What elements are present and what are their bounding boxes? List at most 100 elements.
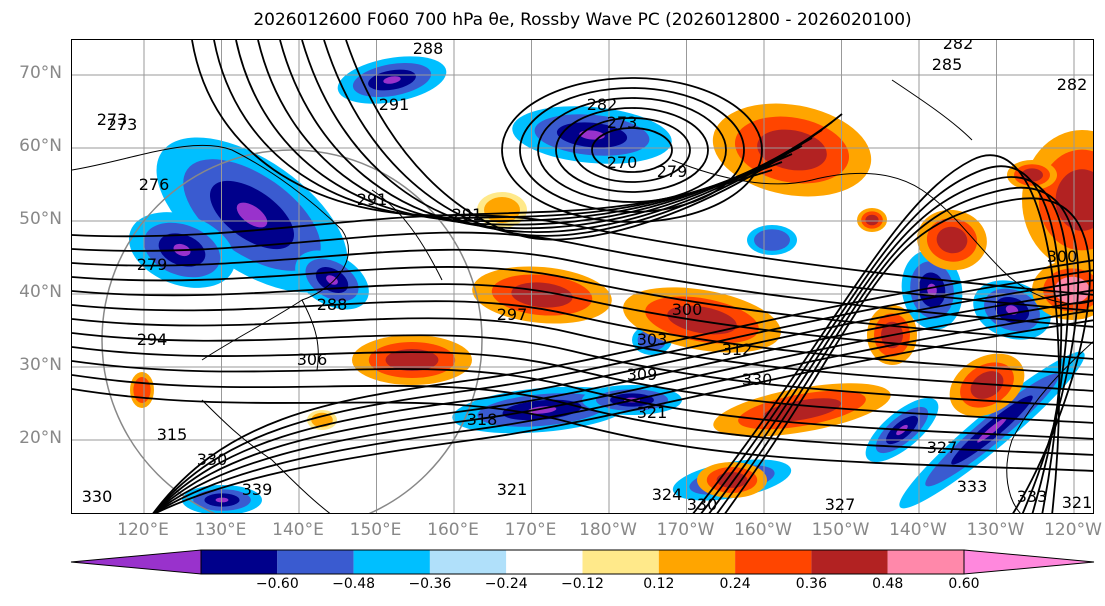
lon-label: 130°E (194, 520, 247, 540)
colorbar-segment (811, 550, 888, 574)
contour-line (153, 299, 1093, 513)
contour-label: 309 (627, 365, 658, 384)
graticule (72, 40, 1093, 513)
anomaly-area (936, 226, 968, 254)
colorbar-segment (429, 550, 507, 574)
contour-line (72, 317, 1093, 392)
contour-label: 318 (467, 410, 498, 429)
lat-label: 40°N (19, 282, 62, 302)
colorbar-segment (506, 550, 583, 574)
colorbar-extend-max (963, 549, 1095, 575)
theta-e-contours (72, 40, 1093, 513)
contour-line (72, 346, 1093, 424)
anomaly-area (1054, 276, 1090, 304)
contour-label: 291 (452, 205, 483, 224)
contour-line (279, 40, 813, 230)
colorbar-segment (887, 550, 964, 574)
contour-line (345, 40, 843, 241)
lat-label: 70°N (19, 63, 62, 83)
colorbar-tick-label: −0.12 (561, 576, 604, 592)
anomaly-fill-layer (128, 56, 1093, 513)
contour-label: 300 (672, 300, 703, 319)
contour-label: 315 (157, 425, 188, 444)
coastline (891, 79, 973, 141)
coastlines (72, 79, 1093, 513)
contour-label: 339 (242, 480, 273, 499)
colorbar-extend-min (70, 549, 202, 575)
anomaly-area (865, 214, 879, 226)
coastline (72, 144, 349, 361)
colorbar-tick-label: −0.60 (255, 576, 299, 592)
contour-label: 273 (97, 110, 128, 129)
contour-line (573, 117, 691, 183)
map-canvas: 288 2822852822912732822732792702762912912… (72, 40, 1093, 514)
contour-label: 330 (197, 450, 228, 469)
anomaly-area (977, 417, 1007, 443)
contour-label: 279 (657, 162, 688, 181)
lat-label: 60°N (19, 136, 62, 156)
contour-line (716, 186, 1080, 513)
contour-label: 285 (932, 55, 963, 74)
lon-label: 180°W (579, 520, 637, 540)
anomaly-area (326, 275, 338, 285)
contour-line (152, 269, 1093, 513)
contour-label: 330 (687, 495, 718, 514)
colorbar-tick-label: 0.60 (948, 576, 980, 592)
contour-line (692, 154, 1061, 513)
contour-line (708, 176, 1070, 513)
contour-label: 333 (1017, 487, 1048, 506)
anomaly-area (383, 76, 401, 84)
colorbar-tick-label: −0.48 (332, 576, 376, 592)
map-panel: 288 282 285 282 291 273 282 273 279 270 276 291 291 2… (71, 39, 1094, 514)
contour-label: 288 (413, 40, 444, 58)
colorbar-tick-label: 0.48 (872, 576, 904, 592)
colorbar-segment (735, 550, 812, 574)
contour-line (72, 266, 1093, 344)
contour-label: 327 (825, 495, 856, 514)
colorbar-tick-label: 0.36 (795, 576, 827, 592)
contour-line (72, 374, 1093, 456)
anomaly-area (484, 197, 520, 223)
lat-label: 20°N (19, 428, 62, 448)
anomaly-area (716, 472, 748, 488)
colorbar-segment (582, 550, 659, 574)
lon-label: 170°W (656, 520, 715, 540)
contour-label: 297 (497, 305, 528, 324)
colorbar-segment (201, 550, 278, 574)
colorbar-segment (353, 550, 430, 574)
lat-label: 50°N (19, 209, 62, 229)
contour-label: 273 (107, 115, 138, 134)
contour-line (72, 248, 1093, 328)
lon-label: 160°E (427, 520, 479, 540)
lon-label: 150°W (811, 520, 870, 540)
lat-label: 30°N (19, 355, 62, 375)
contour-label: 300 (1047, 247, 1078, 266)
lon-label: 140°E (272, 520, 324, 540)
contour-label: 303 (637, 330, 668, 349)
lon-label: 120°E (117, 520, 169, 540)
coastline (201, 399, 331, 513)
colorbar-segment (658, 550, 736, 574)
lon-label: 170°E (504, 520, 557, 540)
contour-label: 273 (607, 113, 638, 132)
anomaly-area (754, 229, 790, 251)
contour-label: 321 (1062, 493, 1093, 512)
contour-line (72, 360, 1093, 440)
anomaly-area (1021, 168, 1043, 182)
anomaly-area (762, 398, 842, 422)
contour-label: 282 (587, 95, 618, 114)
contour-labels: 288 2822852822912732822732792702762912912… (82, 40, 1093, 514)
map-title: 2026012600 F060 700 hPa θe, Rossby Wave … (253, 10, 912, 30)
contour-label: 282 (943, 40, 974, 53)
contour-line (72, 300, 1093, 376)
contour-label: 276 (139, 175, 170, 194)
contour-line (72, 332, 1093, 408)
contour-line (154, 319, 1093, 513)
contour-line (153, 309, 1093, 513)
colorbar-segment (277, 550, 354, 574)
colorbar-tick-label: −0.24 (484, 576, 528, 592)
contour-label: 291 (379, 95, 410, 114)
contour-line (152, 289, 1093, 513)
contour-label: 327 (927, 438, 958, 457)
contour-label: 294 (137, 330, 168, 349)
